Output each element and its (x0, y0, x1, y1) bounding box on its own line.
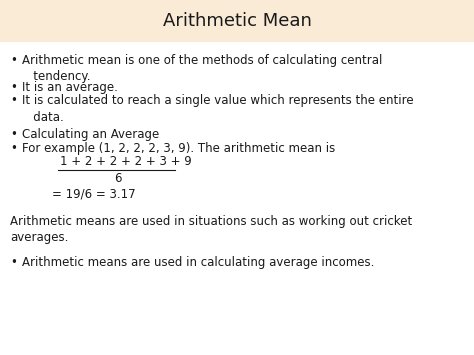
Text: •: • (10, 129, 17, 141)
Text: It is an average.: It is an average. (22, 81, 118, 94)
Text: •: • (10, 142, 17, 155)
Text: 6: 6 (114, 172, 121, 185)
Text: •: • (10, 94, 17, 108)
Text: •: • (10, 54, 17, 67)
Text: 1 + 2 + 2 + 2 + 3 + 9: 1 + 2 + 2 + 2 + 3 + 9 (60, 155, 192, 168)
Text: For example (1, 2, 2, 2, 3, 9). The arithmetic mean is: For example (1, 2, 2, 2, 3, 9). The arit… (22, 142, 335, 155)
Text: •: • (10, 81, 17, 94)
Bar (0, 0, 474, 42)
Text: Arithmetic mean is one of the methods of calculating central
   tendency.: Arithmetic mean is one of the methods of… (22, 54, 383, 83)
Text: Calculating an Average: Calculating an Average (22, 129, 159, 141)
Text: It is calculated to reach a single value which represents the entire
   data.: It is calculated to reach a single value… (22, 94, 414, 124)
Text: Arithmetic Mean: Arithmetic Mean (163, 12, 311, 30)
Text: •: • (10, 256, 17, 269)
Text: Arithmetic means are used in calculating average incomes.: Arithmetic means are used in calculating… (22, 256, 374, 269)
Text: = 19/6 = 3.17: = 19/6 = 3.17 (52, 187, 136, 200)
Text: Arithmetic means are used in situations such as working out cricket
averages.: Arithmetic means are used in situations … (10, 215, 412, 244)
